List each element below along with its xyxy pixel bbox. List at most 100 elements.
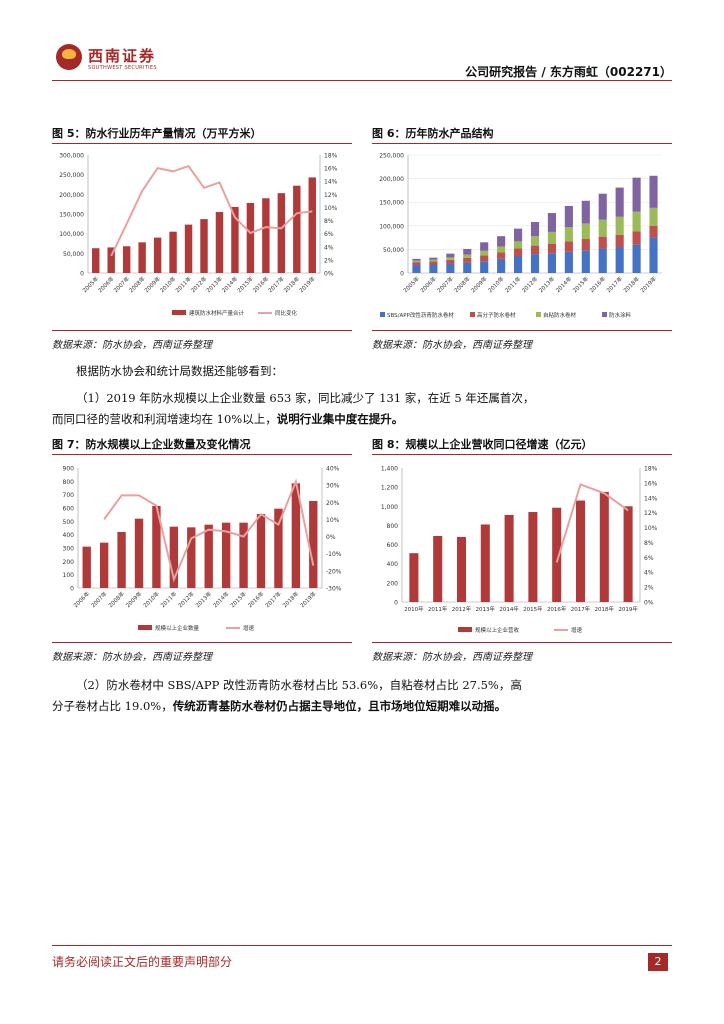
para1-line2: 而同口径的营收和利润增速均在 10%以上，说明行业集中度在提升。: [52, 409, 672, 430]
fig6-legend-swatch: [602, 312, 607, 317]
fig7-title-rule: [52, 454, 352, 455]
paragraph-1: 根据防水协会和统计局数据还能够看到： （1）2019 年防水规模以上企业数量 6…: [52, 361, 672, 430]
fig6-bar-s2: [649, 207, 658, 226]
fig5-bar: [262, 198, 270, 273]
fig6-legend-swatch: [380, 312, 385, 317]
fig8-xtick: 2011年: [428, 605, 448, 613]
fig6-bar-s0: [530, 254, 540, 273]
fig5-yleft-tick: 50,000: [63, 251, 84, 258]
fig7-xtick: 2006年: [72, 589, 92, 609]
fig5-bar: [92, 248, 100, 273]
para1-line2-bold: 说明行业集中度在提升。: [276, 412, 404, 426]
fig6-bar-s2: [564, 227, 573, 242]
fig7-bar: [117, 532, 126, 588]
header-rule: [52, 80, 672, 81]
fig7-yright-tick: 40%: [326, 466, 340, 473]
fig6-bar-s2: [480, 250, 489, 256]
fig6-bar-s1: [514, 248, 523, 257]
fig6-bar-s3: [412, 258, 421, 261]
fig5-title: 图 5：防水行业历年产量情况（万平方米）: [52, 127, 262, 140]
fig8-yright-tick: 18%: [644, 466, 658, 473]
fig6-bar-s1: [598, 236, 607, 249]
fig6-bar-s2: [598, 219, 607, 237]
fig5-line: [110, 164, 313, 257]
fig6-bar-s3: [564, 205, 573, 228]
fig7-legend-label: 增速: [243, 624, 255, 632]
fig8-yright-tick: 4%: [644, 570, 654, 577]
fig8-bar: [528, 512, 538, 602]
fig6-xtick: 2015年: [571, 274, 591, 294]
fig7-bar: [152, 506, 161, 588]
fig8-legend-label: 规模以上企业营收: [475, 626, 520, 634]
fig7-source: 数据来源：防水协会，西南证券整理: [52, 652, 212, 663]
fig7-xtick: 2010年: [141, 589, 161, 609]
fig6-bar-s3: [632, 177, 641, 212]
fig7-bar: [309, 500, 318, 588]
fig7-bar: [256, 514, 266, 588]
fig7-yleft-tick: 200: [63, 559, 75, 566]
fig5-yleft-tick: 150,000: [59, 212, 84, 219]
fig7-xtick: 2008年: [107, 589, 127, 609]
fig8-bottom-rule: [372, 642, 672, 643]
fig7-xtick: 2015年: [229, 589, 249, 609]
fig8-source: 数据来源：防水协会，西南证券整理: [372, 652, 532, 663]
fig6-bar-s1: [615, 234, 624, 248]
fig5-bar: [184, 224, 193, 273]
fig6-xtick: 2005年: [401, 274, 421, 294]
fig6-bar-s3: [429, 257, 438, 260]
fig7-bottom-rule: [52, 642, 352, 643]
fig5-yleft-tick: 100,000: [59, 231, 84, 238]
fig5-yright-tick: 14%: [324, 179, 338, 186]
fig6-bar-s3: [446, 253, 455, 258]
fig6-xtick: 2010年: [486, 274, 506, 294]
logo-icon: [56, 44, 82, 70]
fig6-title: 图 6：历年防水产品结构: [372, 127, 494, 140]
fig6-bar-s0: [632, 244, 641, 273]
fig5-bar: [122, 246, 131, 273]
paragraph-2: （2）防水卷材中 SBS/APP 改性沥青防水卷材占比 53.6%，自粘卷材占比…: [52, 675, 672, 717]
fig5-legend-label: 同比变化: [275, 309, 298, 317]
fig5-bar: [200, 219, 208, 273]
fig8-legend-label: 增速: [571, 626, 583, 634]
fig7-bar: [169, 526, 179, 588]
fig8-yleft-tick: 400: [387, 561, 399, 568]
fig5-bar: [277, 193, 286, 273]
fig6-bar-s3: [463, 248, 472, 255]
fig6-yleft-tick: 200,000: [379, 176, 404, 183]
fig6-bar-s3: [649, 175, 658, 208]
fig7-yleft-tick: 400: [63, 532, 75, 539]
fig8-line: [555, 483, 629, 563]
fig8-bar: [433, 535, 443, 602]
fig8-yleft-tick: 200: [387, 580, 399, 587]
fig5-bar: [107, 247, 115, 273]
fig6-xtick: 2019年: [639, 274, 659, 294]
fig5-chart: 0 50,000 100,000 150,000 200,000 250,000 300,0…: [59, 153, 338, 318]
fig7-yleft-tick: 600: [63, 506, 75, 513]
fig7-yright-tick: 20%: [326, 500, 340, 507]
fig6-bar-s0: [480, 261, 489, 273]
fig7-xtick: 2019年: [298, 589, 318, 609]
fig6-xtick: 2009年: [469, 274, 489, 294]
fig7-bar: [187, 527, 196, 588]
fig6-bar-s3: [514, 228, 523, 242]
fig6-legend-label: 自粘防水卷材: [543, 311, 577, 319]
fig8-xtick: 2013年: [476, 605, 496, 613]
fig8-bar: [599, 491, 609, 602]
fig5-bar: [138, 242, 146, 273]
fig7-yright-tick: 30%: [326, 483, 340, 490]
fig5-yright-tick: 4%: [324, 244, 334, 251]
fig7-yright-tick: -20%: [326, 568, 342, 575]
fig8-xtick: 2010年: [404, 605, 424, 613]
fig7-yright-tick: 0%: [326, 534, 336, 541]
fig6-bar-s1: [463, 257, 472, 263]
fig7-title: 图 7：防水规模以上企业数量及变化情况: [52, 438, 251, 451]
fig6-bar-s1: [480, 255, 489, 262]
fig6-xtick: 2014年: [554, 274, 574, 294]
para1-line1: （1）2019 年防水规模以上企业数量 653 家，同比减少了 131 家，在近…: [76, 391, 535, 405]
fig6-bar-s2: [615, 216, 624, 235]
fig7-xtick: 2016年: [246, 589, 266, 609]
fig6-xtick: 2007年: [435, 274, 455, 294]
fig8-bar: [409, 553, 419, 602]
fig6-yleft-tick: 0: [400, 271, 404, 278]
fig5-yright-tick: 12%: [324, 192, 338, 199]
